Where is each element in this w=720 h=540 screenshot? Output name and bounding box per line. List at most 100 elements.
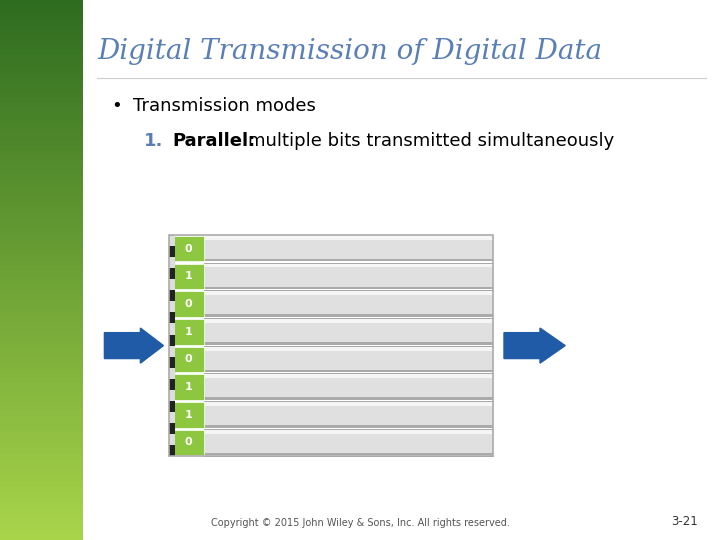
Text: 1: 1: [184, 327, 192, 337]
Bar: [169, 412, 175, 423]
Bar: [0, 297, 83, 302]
Bar: [0, 59, 83, 65]
Bar: [0, 216, 83, 221]
Bar: [0, 340, 83, 346]
Bar: [173, 236, 204, 261]
Bar: [0, 173, 83, 178]
Bar: [204, 378, 493, 397]
Text: 0: 0: [184, 244, 192, 254]
Bar: [0, 65, 83, 70]
Bar: [0, 178, 83, 184]
Bar: [0, 205, 83, 211]
Bar: [169, 346, 175, 357]
Bar: [169, 235, 493, 456]
Bar: [0, 400, 83, 405]
Bar: [0, 232, 83, 238]
Bar: [169, 323, 175, 335]
Bar: [204, 259, 493, 261]
Bar: [169, 268, 175, 279]
Bar: [0, 167, 83, 173]
Text: •: •: [112, 97, 122, 115]
FancyArrow shape: [504, 328, 565, 363]
Bar: [204, 374, 493, 378]
Bar: [83, 0, 720, 540]
Bar: [0, 151, 83, 157]
Bar: [0, 270, 83, 275]
Bar: [0, 470, 83, 475]
Bar: [0, 286, 83, 292]
Bar: [169, 279, 175, 291]
Bar: [0, 464, 83, 470]
Bar: [173, 319, 204, 345]
Bar: [0, 32, 83, 38]
Bar: [0, 157, 83, 162]
Bar: [169, 390, 175, 401]
Bar: [169, 291, 175, 301]
Bar: [204, 402, 493, 406]
Bar: [169, 357, 175, 368]
Bar: [204, 314, 493, 317]
Bar: [0, 502, 83, 508]
Bar: [204, 319, 493, 323]
Bar: [169, 301, 175, 312]
Bar: [173, 402, 204, 428]
Bar: [169, 401, 175, 412]
Bar: [204, 236, 493, 240]
Text: 1: 1: [184, 410, 192, 420]
Bar: [0, 389, 83, 394]
Bar: [0, 92, 83, 97]
Bar: [0, 130, 83, 135]
Bar: [0, 140, 83, 146]
Text: 1: 1: [184, 272, 192, 281]
Bar: [0, 378, 83, 383]
Bar: [204, 430, 493, 434]
Bar: [173, 264, 204, 289]
Bar: [169, 379, 175, 390]
Bar: [0, 313, 83, 319]
Bar: [173, 430, 204, 455]
FancyArrow shape: [104, 328, 163, 363]
Bar: [0, 97, 83, 103]
Bar: [0, 508, 83, 513]
Bar: [0, 410, 83, 416]
Bar: [0, 103, 83, 108]
Text: Transmission modes: Transmission modes: [133, 97, 316, 115]
Bar: [0, 416, 83, 421]
Bar: [0, 448, 83, 454]
Bar: [0, 324, 83, 329]
Bar: [0, 491, 83, 497]
Bar: [204, 295, 493, 314]
Bar: [0, 308, 83, 313]
Bar: [0, 86, 83, 92]
Text: Parallel:: Parallel:: [173, 132, 256, 150]
Text: 3-21: 3-21: [672, 515, 698, 528]
Bar: [204, 397, 493, 400]
Bar: [204, 342, 493, 345]
Bar: [0, 475, 83, 481]
Bar: [204, 434, 493, 453]
Text: Digital Transmission of Digital Data: Digital Transmission of Digital Data: [97, 38, 602, 65]
Bar: [0, 524, 83, 529]
Bar: [173, 374, 204, 400]
Text: 1.: 1.: [144, 132, 163, 150]
Bar: [0, 254, 83, 259]
Bar: [0, 259, 83, 265]
Bar: [0, 248, 83, 254]
Bar: [204, 350, 493, 370]
Bar: [169, 434, 175, 445]
Bar: [173, 347, 204, 372]
Bar: [0, 113, 83, 119]
Bar: [0, 124, 83, 130]
Bar: [0, 81, 83, 86]
Bar: [0, 518, 83, 524]
Bar: [0, 119, 83, 124]
Bar: [0, 43, 83, 49]
Bar: [204, 347, 493, 350]
Bar: [0, 76, 83, 81]
Bar: [0, 432, 83, 437]
Bar: [0, 27, 83, 32]
Bar: [173, 292, 204, 317]
Bar: [0, 486, 83, 491]
Bar: [0, 329, 83, 335]
Bar: [0, 194, 83, 200]
